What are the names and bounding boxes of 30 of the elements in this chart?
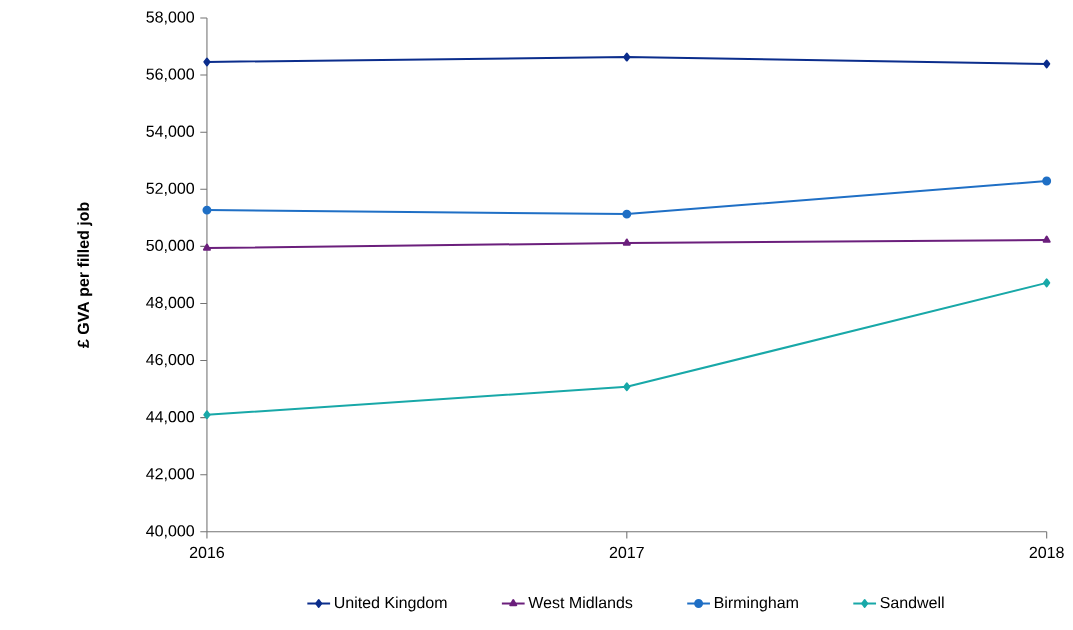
- y-tick-label: 58,000: [146, 11, 195, 25]
- point: [1042, 176, 1052, 186]
- y-tick-label: 50,000: [146, 239, 195, 254]
- point: [622, 238, 631, 246]
- y-tick-label: 54,000: [146, 125, 195, 139]
- x-tick-label: 2017: [609, 546, 644, 559]
- y-tick-label: 56,000: [146, 68, 195, 82]
- y-tick-label: 52,000: [146, 182, 195, 196]
- point: [202, 205, 212, 215]
- point: [203, 410, 211, 420]
- y-tick-label: 42,000: [146, 468, 195, 482]
- x-tick-label: 2018: [1029, 546, 1064, 559]
- y-axis-title: £ GVA per filled job: [77, 202, 93, 349]
- legend-label: Sandwell: [880, 596, 944, 609]
- point: [623, 382, 631, 392]
- legend-label: West Midlands: [528, 596, 633, 609]
- point: [623, 52, 631, 62]
- point: [1042, 235, 1051, 243]
- legend-label: Birmingham: [714, 596, 798, 612]
- legend-label: United Kingdom: [334, 596, 447, 612]
- y-tick-label: 46,000: [146, 354, 195, 368]
- y-tick-label: 40,000: [146, 525, 195, 539]
- y-tick-label: 44,000: [146, 411, 195, 425]
- point: [1043, 278, 1051, 288]
- point: [622, 209, 632, 219]
- point: [202, 243, 211, 251]
- point: [1043, 59, 1051, 69]
- point: [203, 57, 211, 67]
- x-tick-label: 2016: [189, 546, 225, 559]
- y-tick-label: 48,000: [146, 296, 195, 311]
